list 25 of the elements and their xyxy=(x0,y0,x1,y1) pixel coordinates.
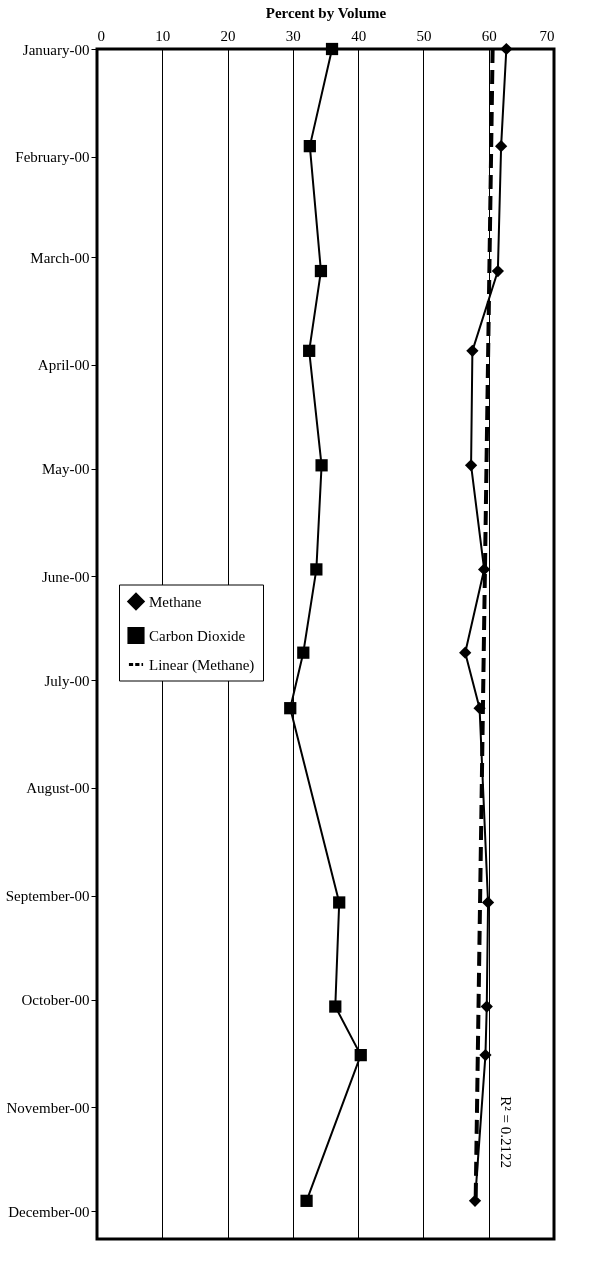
x-tick-label: 50 xyxy=(416,27,432,44)
legend-label: Methane xyxy=(149,593,202,610)
y-tick-label: June-00 xyxy=(42,568,90,585)
x-tick-label: 10 xyxy=(155,27,171,44)
x-tick-label: 70 xyxy=(539,27,555,44)
x-tick-label: 20 xyxy=(220,27,236,44)
legend-label: Carbon Dioxide xyxy=(149,627,246,644)
annotation: R² = 0.2122 xyxy=(498,1096,515,1168)
x-tick-label: 60 xyxy=(481,27,497,44)
y-tick-label: December-00 xyxy=(8,1203,90,1220)
y-tick-label: March-00 xyxy=(30,249,90,266)
x-tick-label: 0 xyxy=(97,27,105,44)
y-tick-label: July-00 xyxy=(44,672,90,689)
y-tick-label: April-00 xyxy=(37,357,90,374)
y-tick-label: November-00 xyxy=(6,1099,90,1116)
y-tick-label: February-00 xyxy=(15,149,90,166)
x-axis-title: Percent by Volume xyxy=(265,4,387,21)
legend-label: Linear (Methane) xyxy=(149,656,255,674)
y-tick-label: October-00 xyxy=(21,992,90,1009)
y-tick-label: January-00 xyxy=(22,41,90,58)
x-tick-label: 40 xyxy=(351,27,367,44)
y-tick-label: May-00 xyxy=(42,461,90,478)
y-tick-label: August-00 xyxy=(26,780,90,797)
x-tick-label: 30 xyxy=(285,27,301,44)
y-tick-label: September-00 xyxy=(5,888,90,905)
